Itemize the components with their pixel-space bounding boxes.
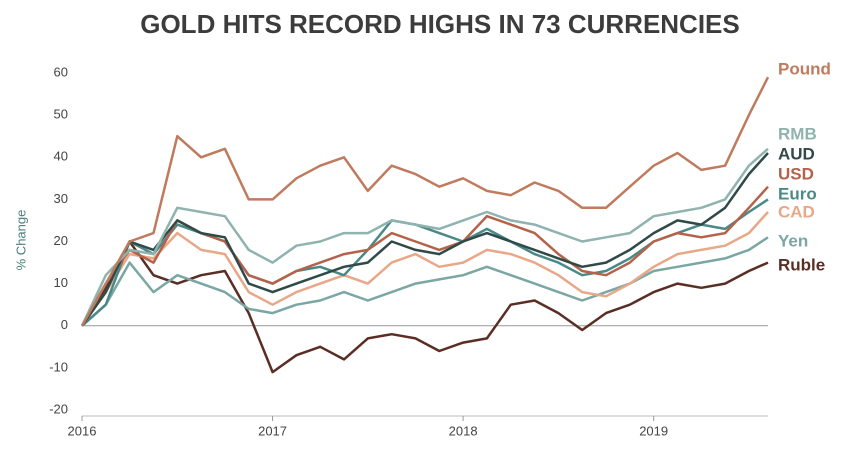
y-tick-label: 0 (61, 317, 68, 332)
x-tick-label: 2019 (639, 423, 668, 438)
legend-label: Pound (778, 59, 831, 78)
y-tick-label: -20 (49, 401, 68, 416)
legend-label: USD (778, 164, 814, 183)
y-tick-label: 60 (54, 64, 68, 79)
y-tick-label: 30 (54, 191, 68, 206)
legend-label: Ruble (778, 255, 825, 274)
y-tick-label: 20 (54, 233, 68, 248)
series-line (80, 152, 769, 327)
legend-label: Yen (778, 231, 808, 250)
series-line (80, 185, 769, 327)
legend-label: AUD (778, 144, 815, 163)
legend-label: RMB (778, 124, 817, 143)
y-tick-label: 10 (54, 275, 68, 290)
x-tick-label: 2018 (449, 423, 478, 438)
series-line (81, 198, 769, 327)
series-line (81, 236, 769, 327)
series-line (80, 147, 769, 327)
series-line (80, 240, 769, 374)
legend-label: CAD (778, 202, 815, 221)
x-tick-label: 2017 (258, 423, 287, 438)
y-tick-label: -10 (49, 359, 68, 374)
y-tick-label: 50 (54, 107, 68, 122)
series-line (80, 211, 769, 327)
legend-label: Euro (778, 184, 817, 203)
chart-title: GOLD HITS RECORD HIGHS IN 73 CURRENCIES (140, 9, 740, 39)
x-tick-label: 2016 (68, 423, 97, 438)
y-axis-label: % Change (13, 210, 28, 271)
series-line (80, 76, 770, 327)
y-tick-label: 40 (54, 149, 68, 164)
